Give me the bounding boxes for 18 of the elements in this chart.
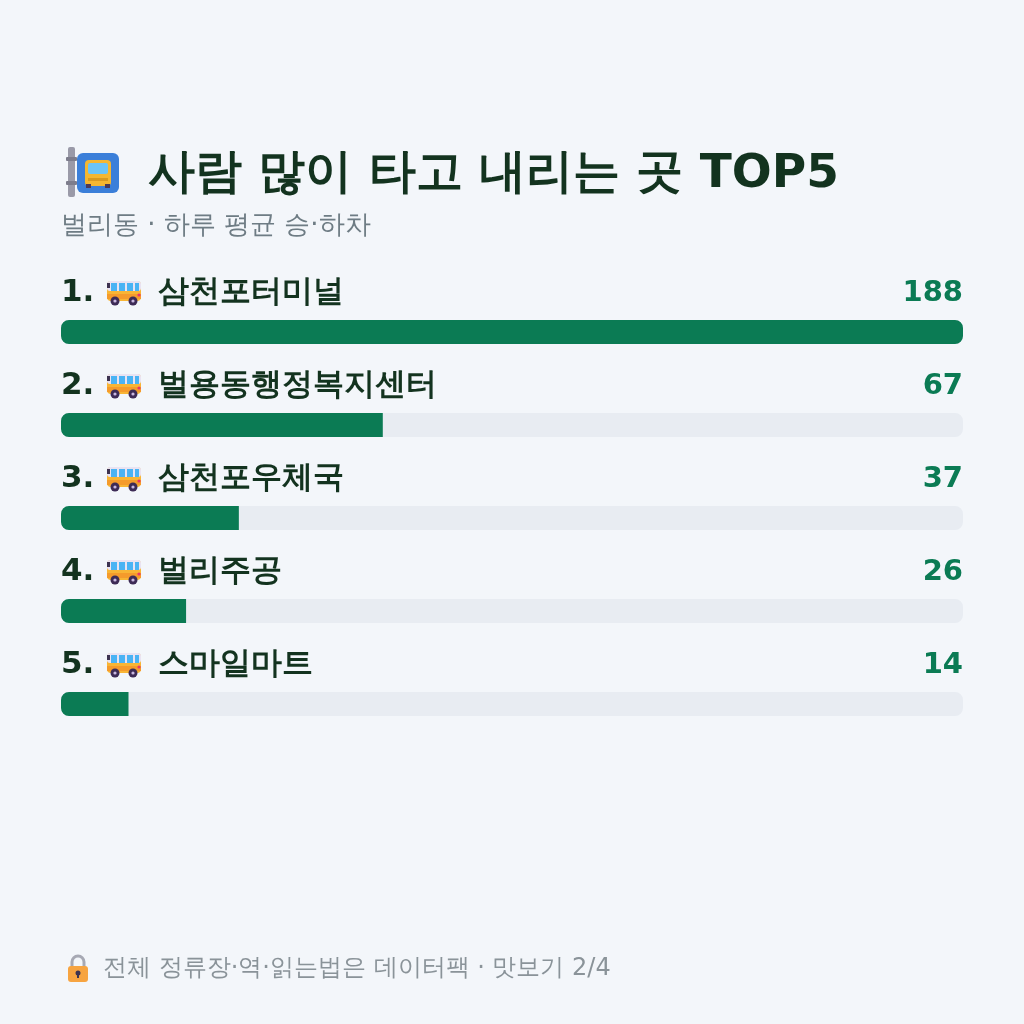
- bar: [61, 505, 239, 531]
- category-label: 2. 벌용동행정복지센터: [61, 365, 438, 402]
- data-label: 37: [922, 459, 963, 494]
- category-label: 1. 삼천포터미널: [61, 272, 345, 309]
- data-label: 26: [922, 552, 963, 587]
- bar: [61, 598, 187, 624]
- bar: [61, 691, 129, 716]
- data-label: 67: [922, 366, 963, 401]
- bar: [61, 320, 963, 345]
- category-label: 4. 벌리주공: [61, 551, 283, 588]
- category-label: 3. 삼천포우체국: [61, 458, 345, 495]
- category-label: 5. 스마일마트: [61, 644, 314, 681]
- chart-title: 사람 많이 타고 내리는 곳 TOP5: [148, 142, 839, 200]
- data-label: 14: [922, 645, 963, 680]
- bar: [61, 412, 383, 438]
- data-label: 188: [902, 273, 963, 308]
- chart-subtitle: 벌리동 · 하루 평균 승·하차: [61, 208, 371, 240]
- text: 전체 정류장·역·읽는법은 데이터팩 · 맛보기 2/4: [103, 952, 611, 983]
